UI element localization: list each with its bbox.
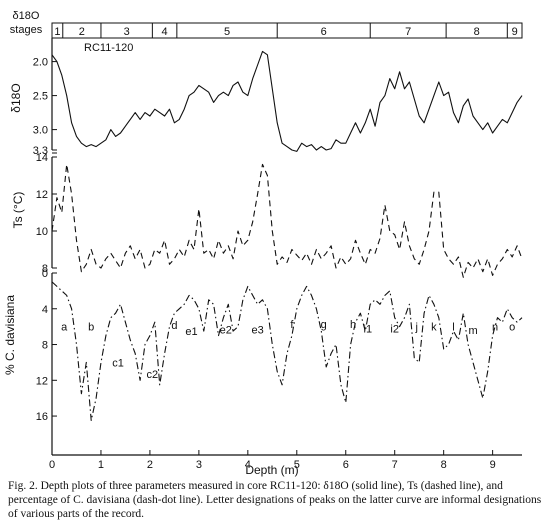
peak-label: i1 <box>364 323 373 335</box>
x-tick-label: 2 <box>147 459 153 471</box>
y-tick-label: 16 <box>36 411 48 423</box>
peak-label: e3 <box>252 324 264 336</box>
x-tick-label: 5 <box>294 459 300 471</box>
y-tick-label: 2.5 <box>33 91 48 103</box>
x-tick-label: 3 <box>196 459 202 471</box>
peak-label: n <box>492 322 498 334</box>
peak-label: a <box>61 322 68 334</box>
peak-label: k <box>431 322 437 334</box>
figure-caption: Fig. 2. Depth plots of three parameters … <box>8 480 542 520</box>
peak-label: c1 <box>112 357 124 369</box>
x-tick-label: 8 <box>441 459 447 471</box>
peak-label: e1 <box>185 326 197 338</box>
x-tick-label: 0 <box>49 459 55 471</box>
depth-axis: 0 1 2 3 4 5 6 7 8 9 Depth (m) <box>49 450 522 477</box>
y-tick-label: 8 <box>42 263 48 275</box>
peak-label: i2 <box>390 323 399 335</box>
x-tick-label: 4 <box>245 459 251 471</box>
stage-label: 8 <box>474 26 480 38</box>
stage-label: 9 <box>512 26 518 38</box>
stage-bar: 1 2 3 4 5 6 7 8 9 <box>51 22 523 39</box>
y-tick-label: 2.0 <box>33 57 48 69</box>
series-line <box>51 50 523 152</box>
y-tick-label: 8 <box>42 340 48 352</box>
y-tick-label: 3.0 <box>33 125 48 137</box>
y-axis-label: Ts (°C) <box>11 192 25 229</box>
stage-label: 2 <box>79 26 85 38</box>
y-tick-label: 4 <box>42 304 48 316</box>
y-axis-label: δ18O <box>9 83 23 112</box>
davisiana-panel: 0 4 8 12 16 % C. davisiana a b c1 c2 d e1 e2 e3 f g h i1 i… <box>3 268 523 455</box>
peak-label: h <box>350 319 356 331</box>
peak-label: m <box>468 325 477 337</box>
stages-label: δ18O stages <box>10 10 43 36</box>
stage-bar-frame <box>51 22 523 39</box>
y-tick-label: 12 <box>36 375 48 387</box>
peak-label: b <box>88 322 94 334</box>
x-tick-label: 6 <box>343 459 349 471</box>
series-line <box>51 163 523 278</box>
peak-label: l <box>452 322 454 334</box>
x-axis-label: Depth (m) <box>245 463 298 477</box>
series-line <box>51 281 523 422</box>
ts-panel: 8 10 12 14 Ts (°C) <box>11 152 523 278</box>
x-tick-label: 9 <box>490 459 496 471</box>
d18o-panel: 2.0 2.5 3.0 3.3 δ18O RC11-120 <box>9 38 523 157</box>
y-tick-label: 12 <box>36 189 48 201</box>
y-tick-label: 3.3 <box>33 145 48 157</box>
stage-label: 5 <box>224 26 230 38</box>
stage-label: 6 <box>321 26 327 38</box>
stage-label: 7 <box>405 26 411 38</box>
peak-label: f <box>290 319 294 331</box>
peak-label: e2 <box>220 324 232 336</box>
peak-label: j <box>415 322 418 334</box>
peak-label: c2 <box>147 369 159 381</box>
peak-label: g <box>321 319 327 331</box>
stage-label: 3 <box>124 26 130 38</box>
stage-label: 4 <box>162 26 168 38</box>
y-tick-label: 0 <box>42 268 48 280</box>
y-tick-label: 10 <box>36 226 48 238</box>
peak-label: d <box>171 320 177 332</box>
y-tick-label: 14 <box>36 152 48 164</box>
y-axis-label: % C. davisiana <box>3 295 17 375</box>
stage-label: 1 <box>54 26 60 38</box>
core-label: RC11-120 <box>84 42 133 54</box>
x-tick-label: 7 <box>392 459 398 471</box>
peak-label: o <box>509 322 515 334</box>
x-tick-label: 1 <box>98 459 104 471</box>
